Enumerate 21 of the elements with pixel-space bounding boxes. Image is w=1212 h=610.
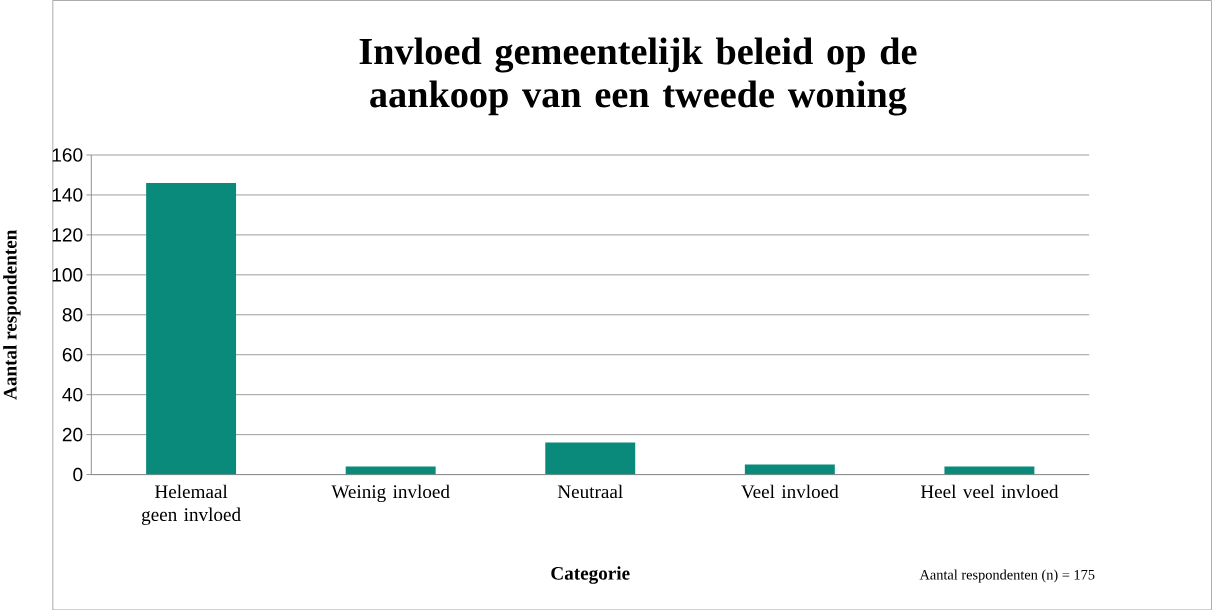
- x-tick-label: Heel veel invloed: [920, 484, 1059, 498]
- x-tick-label: Veel invloed: [741, 484, 839, 498]
- text: Aantal respondenten (n) = 175: [919, 569, 1095, 583]
- y-tick-label: 0: [73, 467, 83, 482]
- y-tick-label: 100: [52, 267, 83, 282]
- y-tick-label: 160: [52, 148, 83, 162]
- chart-title: Invloed gemeentelijk beleid op de aankoop van een tweede woning: [359, 37, 917, 116]
- bar: [545, 442, 636, 475]
- y-tick-label: 120: [52, 227, 83, 242]
- y-tick-label: 80: [62, 307, 83, 322]
- x-tick-label: Helemaal geen invloed: [141, 484, 241, 525]
- y-tick-label: 60: [62, 347, 83, 362]
- x-tick-label: Weinig invloed: [331, 484, 450, 502]
- bar: [146, 182, 237, 475]
- y-tick-label: 140: [52, 187, 83, 202]
- y-axis-title: Aantal respondenten: [3, 229, 21, 400]
- y-tick-label: 40: [62, 387, 83, 402]
- bar: [744, 464, 835, 475]
- x-axis-title: Categorie: [551, 566, 630, 584]
- x-tick-label: Neutraal: [557, 484, 623, 498]
- y-tick-label: 20: [62, 427, 83, 442]
